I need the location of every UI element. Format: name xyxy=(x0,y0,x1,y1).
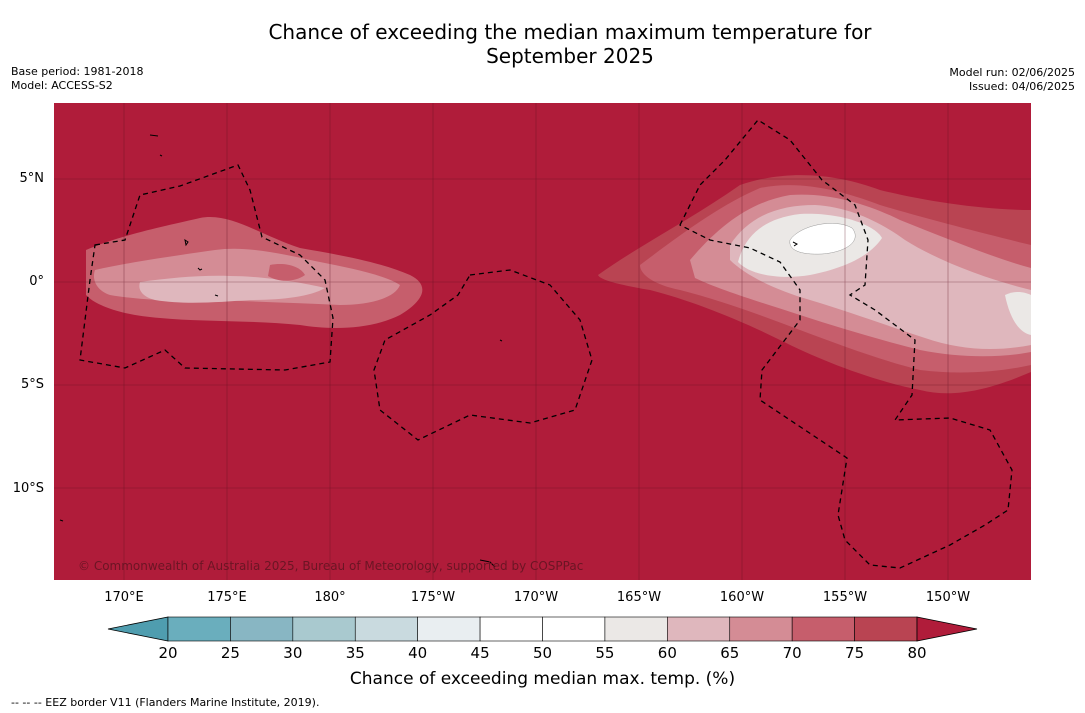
lon-label-160w: 160°W xyxy=(719,590,765,605)
colorbar-segment xyxy=(604,616,668,642)
colorbar-segment xyxy=(479,616,543,642)
meta-right: Model run: 02/06/2025 Issued: 04/06/2025 xyxy=(949,66,1075,94)
colorbar-tick-label: 60 xyxy=(657,644,677,662)
colorbar-tick-label: 35 xyxy=(345,644,365,662)
copyright-notice: © Commonwealth of Australia 2025, Bureau… xyxy=(78,559,584,573)
lon-label-180: 180° xyxy=(314,590,346,605)
title-line-2: September 2025 xyxy=(486,44,654,68)
lat-label-0: 0° xyxy=(29,274,44,289)
colorbar-tick-label: 20 xyxy=(158,644,178,662)
colorbar-tick-label: 45 xyxy=(470,644,490,662)
islands xyxy=(59,134,798,568)
colorbar-segment xyxy=(230,616,294,642)
title-line-1: Chance of exceeding the median maximum t… xyxy=(268,20,872,44)
chart-title: Chance of exceeding the median maximum t… xyxy=(0,20,1085,68)
lon-label-175e: 175°E xyxy=(207,590,247,605)
lon-label-170e: 170°E xyxy=(104,590,144,605)
colorbar-tick-label: 70 xyxy=(782,644,802,662)
colorbar-tick-label: 55 xyxy=(595,644,615,662)
lon-label-170w: 170°W xyxy=(513,590,559,605)
west-anomaly-region xyxy=(86,217,423,328)
east-anomaly-region xyxy=(598,175,1031,394)
map-gridlines xyxy=(54,103,1031,580)
lon-label-175w: 175°W xyxy=(410,590,456,605)
lat-label-5s: 5°S xyxy=(20,377,44,392)
colorbar-tick-label: 40 xyxy=(408,644,428,662)
colorbar-tick-label: 65 xyxy=(720,644,740,662)
colorbar-tick-label: 80 xyxy=(907,644,927,662)
base-period: Base period: 1981-2018 xyxy=(11,65,144,78)
colorbar-label: Chance of exceeding median max. temp. (%… xyxy=(349,669,736,689)
lon-label-150w: 150°W xyxy=(925,590,971,605)
colorbar-segment xyxy=(542,616,606,642)
model-run: Model run: 02/06/2025 xyxy=(949,66,1075,79)
colorbar-segment xyxy=(167,616,231,642)
colorbar-segment xyxy=(417,616,481,642)
issued-date: Issued: 04/06/2025 xyxy=(968,80,1075,93)
model-name: Model: ACCESS-S2 xyxy=(11,79,113,92)
meta-left: Base period: 1981-2018 Model: ACCESS-S2 xyxy=(11,65,143,93)
eez-footnote: -- -- -- EEZ border V11 (Flanders Marine… xyxy=(11,696,320,709)
colorbar-segment xyxy=(729,616,793,642)
colorbar-segment xyxy=(854,616,918,642)
colorbar xyxy=(107,616,978,642)
lat-label-5n: 5°N xyxy=(19,171,45,186)
colorbar-segment xyxy=(354,616,418,642)
lon-label-155w: 155°W xyxy=(822,590,868,605)
colorbar-tick-label: 50 xyxy=(532,644,553,662)
lat-label-10s: 10°S xyxy=(12,481,44,496)
colorbar-tick-label: 30 xyxy=(283,644,303,662)
colorbar-tick-label: 25 xyxy=(220,644,240,662)
eez-borders xyxy=(79,119,1013,569)
colorbar-extend-high xyxy=(916,616,978,642)
colorbar-tick-label: 75 xyxy=(845,644,865,662)
colorbar-segment xyxy=(292,616,356,642)
colorbar-segment xyxy=(791,616,855,642)
lon-label-165w: 165°W xyxy=(616,590,662,605)
colorbar-segment xyxy=(667,616,731,642)
colorbar-extend-low xyxy=(107,616,169,642)
